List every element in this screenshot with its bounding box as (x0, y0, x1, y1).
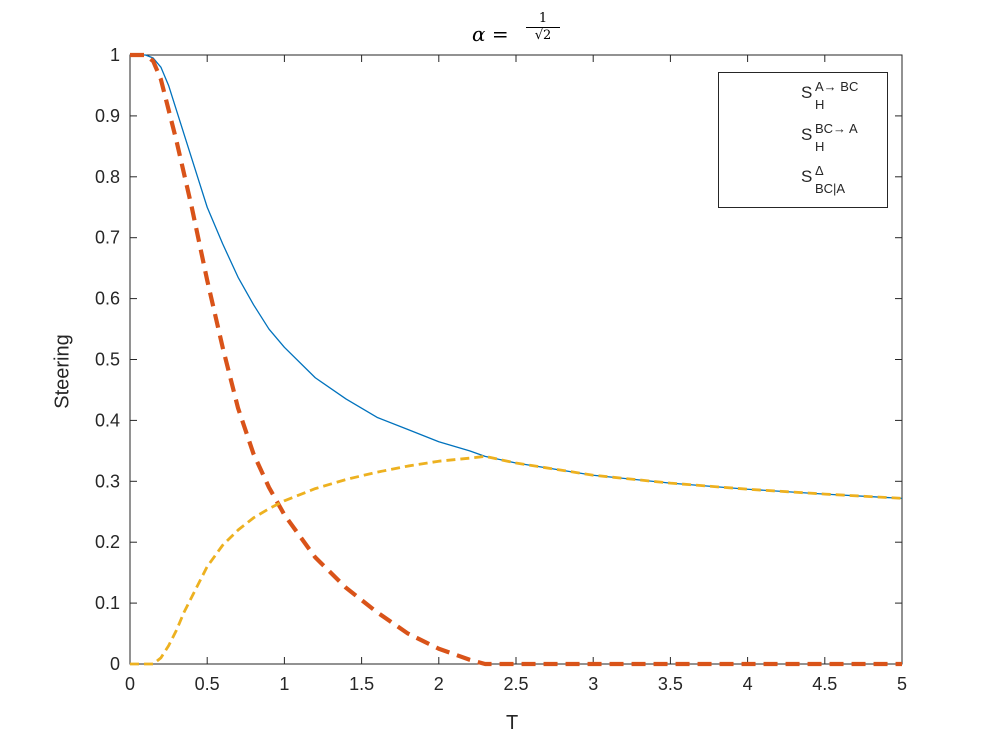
title-lhs: α = (472, 22, 509, 46)
legend-main-a-to-bc: S (801, 83, 813, 102)
legend: S A→ BC H S BC→ A H S Δ BC|A (718, 72, 888, 208)
fraction-bar (526, 27, 560, 28)
legend-entry-delta: S Δ BC|A (719, 163, 889, 203)
y-axis-label: Steering (51, 334, 74, 409)
x-tick-label: 3.5 (658, 674, 683, 694)
x-tick-label: 2.5 (503, 674, 528, 694)
title-fraction: 1 √2 (526, 12, 560, 43)
y-tick-label: 1 (110, 45, 120, 65)
legend-entry-bc-to-a: S BC→ A H (719, 121, 889, 161)
y-tick-label: 0.6 (95, 289, 120, 309)
legend-label-delta: S Δ BC|A (801, 163, 845, 196)
y-tick-label: 0.7 (95, 228, 120, 248)
y-tick-label: 0.3 (95, 471, 120, 491)
series-line-0 (130, 54, 903, 499)
x-tick-label: 2 (434, 674, 444, 694)
chart-title: α = 1 √2 (430, 6, 600, 50)
title-numerator: 1 (538, 11, 548, 26)
y-tick-label: 0 (110, 654, 120, 674)
legend-label-a-to-bc: S A→ BC H (801, 79, 858, 112)
x-axis-label: T (506, 712, 519, 734)
y-tick-label: 0.1 (95, 593, 120, 613)
x-tick-label: 4.5 (812, 674, 837, 694)
x-tick-label: 4 (743, 674, 753, 694)
y-tick-label: 0.4 (95, 410, 120, 430)
title-denominator: √2 (534, 28, 552, 43)
legend-main-bc-to-a: S (801, 125, 813, 144)
legend-main-delta: S (801, 167, 813, 186)
x-tick-label: 1.5 (349, 674, 374, 694)
legend-sub-bc-to-a: H (815, 139, 825, 154)
x-tick-label: 3 (588, 674, 598, 694)
series-line-2 (130, 454, 903, 666)
x-tick-label: 1 (279, 674, 289, 694)
legend-sup-a-to-bc: A→ BC (815, 79, 859, 94)
legend-entry-a-to-bc: S A→ BC H (719, 79, 889, 119)
legend-sup-delta: Δ (815, 163, 824, 178)
legend-sub-a-to-bc: H (815, 97, 825, 112)
legend-sup-bc-to-a: BC→ A (815, 121, 858, 136)
y-tick-label: 0.9 (95, 106, 120, 126)
y-tick-label: 0.5 (95, 350, 120, 370)
legend-label-bc-to-a: S BC→ A H (801, 121, 858, 154)
x-tick-label: 0 (125, 674, 135, 694)
y-tick-label: 0.8 (95, 167, 120, 187)
x-tick-label: 0.5 (195, 674, 220, 694)
legend-sub-delta: BC|A (815, 181, 846, 196)
x-tick-label: 5 (897, 674, 907, 694)
y-tick-label: 0.2 (95, 532, 120, 552)
